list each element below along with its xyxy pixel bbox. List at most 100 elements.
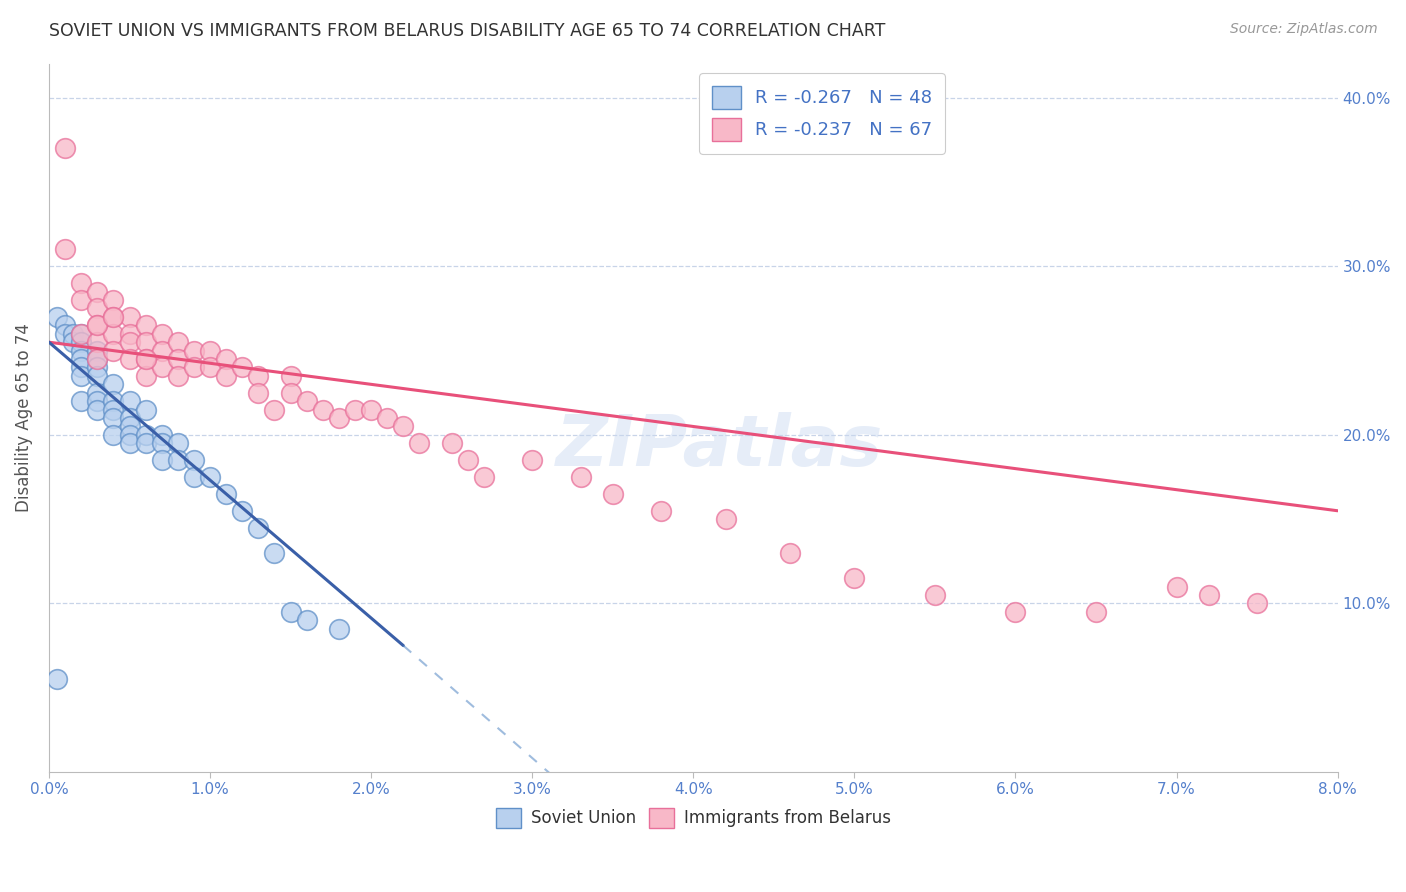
Point bbox=[1246, 597, 1268, 611]
Point bbox=[86, 394, 108, 409]
Point bbox=[231, 504, 253, 518]
Point bbox=[86, 402, 108, 417]
Point bbox=[166, 335, 188, 350]
Point bbox=[103, 343, 125, 358]
Point bbox=[231, 360, 253, 375]
Point bbox=[360, 402, 382, 417]
Point bbox=[53, 326, 76, 341]
Point bbox=[86, 360, 108, 375]
Point bbox=[263, 546, 285, 560]
Point bbox=[198, 360, 221, 375]
Point bbox=[70, 343, 93, 358]
Point bbox=[53, 243, 76, 257]
Point bbox=[247, 521, 270, 535]
Point bbox=[118, 394, 141, 409]
Point bbox=[183, 470, 205, 484]
Point bbox=[328, 411, 350, 425]
Point bbox=[295, 613, 318, 627]
Point bbox=[46, 310, 69, 324]
Point bbox=[295, 394, 318, 409]
Point bbox=[46, 673, 69, 687]
Point bbox=[198, 470, 221, 484]
Point bbox=[118, 310, 141, 324]
Point bbox=[779, 546, 801, 560]
Point bbox=[70, 326, 93, 341]
Point bbox=[280, 605, 302, 619]
Point bbox=[150, 453, 173, 467]
Point bbox=[1004, 605, 1026, 619]
Point bbox=[135, 335, 157, 350]
Point bbox=[198, 343, 221, 358]
Point bbox=[166, 436, 188, 450]
Point bbox=[86, 352, 108, 367]
Point bbox=[183, 360, 205, 375]
Point bbox=[392, 419, 415, 434]
Point bbox=[472, 470, 495, 484]
Point bbox=[103, 293, 125, 307]
Point bbox=[135, 428, 157, 442]
Point bbox=[118, 436, 141, 450]
Point bbox=[53, 141, 76, 155]
Point bbox=[103, 394, 125, 409]
Point bbox=[522, 453, 544, 467]
Point bbox=[103, 326, 125, 341]
Point bbox=[328, 622, 350, 636]
Point bbox=[118, 326, 141, 341]
Point bbox=[118, 352, 141, 367]
Point bbox=[86, 285, 108, 299]
Point bbox=[440, 436, 463, 450]
Point bbox=[86, 318, 108, 333]
Point bbox=[70, 360, 93, 375]
Point bbox=[118, 419, 141, 434]
Point bbox=[263, 402, 285, 417]
Point bbox=[183, 453, 205, 467]
Point bbox=[86, 335, 108, 350]
Point bbox=[1198, 588, 1220, 602]
Legend: Soviet Union, Immigrants from Belarus: Soviet Union, Immigrants from Belarus bbox=[489, 801, 897, 835]
Point bbox=[183, 343, 205, 358]
Point bbox=[1166, 580, 1188, 594]
Point bbox=[569, 470, 592, 484]
Point bbox=[215, 368, 238, 383]
Point bbox=[166, 368, 188, 383]
Point bbox=[86, 368, 108, 383]
Point bbox=[86, 301, 108, 316]
Point bbox=[408, 436, 430, 450]
Point bbox=[1085, 605, 1108, 619]
Point bbox=[70, 368, 93, 383]
Point bbox=[53, 318, 76, 333]
Point bbox=[924, 588, 946, 602]
Point bbox=[86, 343, 108, 358]
Y-axis label: Disability Age 65 to 74: Disability Age 65 to 74 bbox=[15, 324, 32, 513]
Point bbox=[135, 402, 157, 417]
Point bbox=[62, 335, 84, 350]
Point bbox=[650, 504, 672, 518]
Point bbox=[103, 411, 125, 425]
Point bbox=[215, 352, 238, 367]
Point bbox=[103, 428, 125, 442]
Point bbox=[118, 428, 141, 442]
Point bbox=[103, 402, 125, 417]
Point bbox=[135, 352, 157, 367]
Point bbox=[280, 368, 302, 383]
Point bbox=[86, 352, 108, 367]
Point bbox=[215, 487, 238, 501]
Point bbox=[457, 453, 479, 467]
Point bbox=[247, 385, 270, 400]
Point bbox=[312, 402, 335, 417]
Point bbox=[150, 326, 173, 341]
Point bbox=[166, 352, 188, 367]
Point bbox=[375, 411, 398, 425]
Point bbox=[150, 428, 173, 442]
Point bbox=[150, 436, 173, 450]
Point bbox=[70, 352, 93, 367]
Point bbox=[280, 385, 302, 400]
Point bbox=[714, 512, 737, 526]
Point bbox=[70, 335, 93, 350]
Point bbox=[166, 453, 188, 467]
Text: Source: ZipAtlas.com: Source: ZipAtlas.com bbox=[1230, 22, 1378, 37]
Point bbox=[103, 377, 125, 392]
Point bbox=[247, 368, 270, 383]
Point bbox=[103, 310, 125, 324]
Point bbox=[62, 326, 84, 341]
